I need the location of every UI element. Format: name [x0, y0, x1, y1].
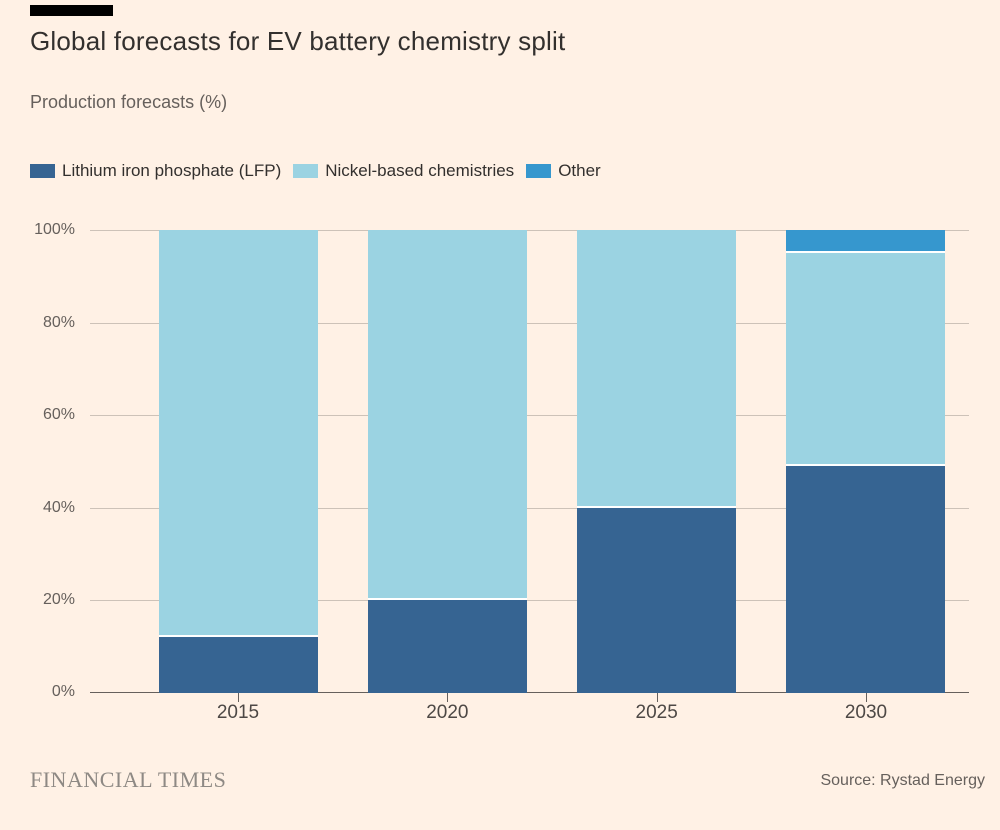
x-axis-tick	[238, 693, 239, 702]
plot-area: 0% 20% 40% 60% 80% 100% 2015 2020 2025 2030	[34, 221, 969, 723]
bar-segment-2020-nickel	[367, 230, 527, 601]
legend-label-other: Other	[558, 161, 601, 180]
gridline	[90, 230, 969, 231]
bar-2025	[577, 230, 737, 693]
y-tick-label: 20%	[42, 591, 75, 608]
gridline	[90, 600, 969, 601]
bar-segment-2015-nickel	[158, 230, 318, 638]
y-tick-label: 60%	[42, 406, 75, 423]
legend-swatch-lfp	[30, 164, 55, 178]
page-title: Global forecasts for EV battery chemistr…	[30, 26, 566, 56]
source-note: Source: Rystad Energy	[820, 772, 985, 789]
bar-segment-2020-lfp	[367, 600, 527, 693]
chart-legend: Lithium iron phosphate (LFP) Nickel-base…	[30, 161, 601, 181]
bar-segment-2030-lfp	[786, 466, 946, 693]
x-tick-label: 2030	[844, 702, 888, 723]
x-tick-label: 2020	[426, 702, 469, 723]
legend-item-other: Other	[526, 161, 601, 181]
chart-subtitle: Production forecasts (%)	[30, 92, 228, 112]
x-axis-line	[90, 692, 969, 693]
legend-item-lfp: Lithium iron phosphate (LFP)	[30, 161, 281, 181]
y-tick-label: 0%	[51, 683, 75, 700]
x-axis-tick	[447, 693, 449, 702]
y-tick-label: 100%	[34, 221, 75, 238]
gridline	[90, 508, 969, 509]
legend-swatch-nickel	[293, 164, 319, 178]
bar-segment-2025-nickel	[577, 230, 737, 508]
legend-item-nickel: Nickel-based chemistries	[293, 161, 514, 181]
bar-2030	[786, 230, 946, 693]
bar-segment-2030-nickel	[786, 253, 946, 467]
y-tick-label: 40%	[42, 499, 75, 516]
x-axis-tick	[865, 693, 867, 702]
gridline	[90, 323, 969, 324]
legend-label-nickel: Nickel-based chemistries	[325, 161, 515, 180]
bar-segment-2025-lfp	[577, 507, 737, 693]
bar-segment-2015-lfp	[158, 637, 318, 693]
x-tick-label: 2015	[216, 702, 260, 723]
x-axis-tick	[656, 693, 658, 702]
legend-swatch-other	[526, 164, 552, 178]
y-tick-label: 80%	[42, 314, 75, 331]
ft-logo: FINANCIAL TIMES	[30, 767, 227, 792]
header-accent-bar	[30, 5, 113, 16]
x-tick-label: 2025	[635, 702, 678, 723]
bar-2020	[367, 230, 527, 693]
bar-segment-2030-other	[786, 230, 946, 254]
bar-2015	[158, 230, 318, 693]
gridline	[90, 415, 969, 416]
legend-label-lfp: Lithium iron phosphate (LFP)	[62, 161, 282, 180]
